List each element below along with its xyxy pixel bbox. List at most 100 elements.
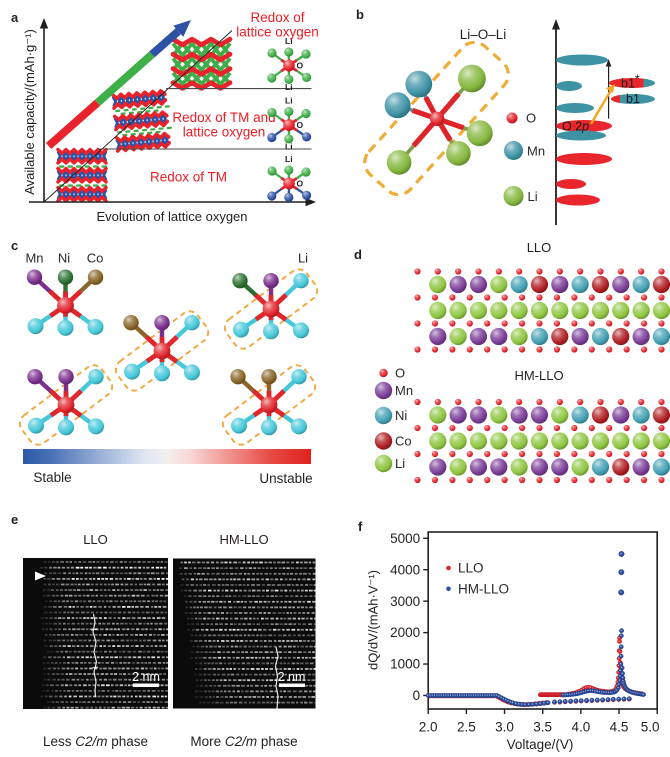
band-ellipse-red [556, 120, 612, 132]
oxygen-sphere [553, 346, 561, 353]
data-point-highlight [564, 700, 566, 702]
legend-label-Li: Li [395, 456, 405, 471]
ligand-sphere-tm [284, 192, 294, 202]
oxygen-sphere [516, 268, 523, 275]
panel-b-label: b [356, 7, 364, 22]
oxygen-center-sphere [153, 342, 171, 360]
legend-label-O: O [395, 366, 405, 381]
data-point-highlight [621, 676, 624, 679]
data-point-highlight [620, 634, 622, 637]
oxygen-sphere [431, 476, 439, 484]
atomic-lattices [414, 268, 670, 484]
ligand-sphere-li [267, 73, 277, 83]
y-tick-label: 0 [413, 688, 421, 703]
molecule-atom-label: O [297, 61, 304, 71]
oxygen-sphere [658, 320, 665, 327]
legend-sphere-Mn [504, 141, 523, 160]
metal-sphere-Ni [632, 275, 650, 294]
oxygen-center-sphere [57, 396, 75, 414]
oxygen-sphere [571, 424, 578, 432]
metal-sphere-Li [551, 406, 569, 424]
oxygen-center-sphere [57, 297, 74, 314]
oxygen-sphere [431, 294, 439, 301]
capacity-arrow [45, 20, 191, 149]
oxygen-sphere [455, 398, 462, 406]
x-tick-label: 2.5 [457, 720, 476, 735]
annotation-redox-tm: Redox of TM [150, 170, 227, 185]
metal-sphere-Li [429, 275, 447, 294]
oxygen-sphere [556, 398, 563, 406]
a-x-axis-label: Evolution of lattice oxygen [96, 209, 247, 224]
dqdv-chart: 2.0 2.5 3.0 3.5 4.0 4.5 5.0 0 1000 2000 3000 4000 50… [390, 531, 659, 735]
tem-images: 2 nm 2 nm [23, 558, 316, 709]
scale-bar [279, 683, 305, 687]
oxygen-sphere [597, 268, 604, 275]
li-o-li-dashed-box [114, 310, 210, 392]
data-point-highlight [622, 697, 625, 700]
oxygen-sphere [588, 294, 595, 301]
li-o-li-dashed-box [18, 364, 114, 446]
b1-star-label: b1* [621, 73, 640, 91]
oxygen-sphere [623, 346, 630, 353]
metal-sphere-Mn [571, 327, 589, 346]
data-point-highlight [618, 640, 620, 642]
excitation-arrowhead-icon [605, 84, 615, 94]
ligand-sphere-li [293, 273, 309, 289]
data-point-highlight [628, 697, 630, 700]
data-point-highlight [619, 662, 622, 665]
ligand-sphere-mn [263, 273, 279, 289]
oxygen-sphere [475, 398, 482, 406]
stability-gradient-bar [23, 449, 311, 464]
metal-sphere-Co [530, 275, 549, 294]
ligand-sphere-co [230, 369, 246, 385]
b1-ellipse-cap [611, 94, 620, 104]
ligand-sphere-mn [154, 315, 170, 331]
ligand-sphere-li [27, 318, 44, 335]
metal-sphere-Ni [510, 275, 528, 294]
oxygen-sphere [536, 476, 543, 484]
metal-sphere-Mn [530, 458, 549, 476]
ligand-sphere-ni [232, 273, 248, 289]
oxygen-sphere [553, 476, 561, 484]
molecule-2: Li O [267, 154, 312, 202]
phase-boundary-line [274, 646, 279, 709]
oxygen-sphere [658, 398, 665, 406]
metal-sphere-Li [530, 432, 549, 450]
molecule-atom-label: O [297, 120, 304, 130]
oxygen-sphere [623, 450, 630, 458]
tem-arrowhead-icon [35, 571, 46, 581]
band-ellipse-teal [556, 130, 606, 141]
oxygen-sphere [484, 450, 491, 458]
y-tick-label: 1000 [390, 657, 420, 672]
metal-sphere-Li [612, 432, 630, 450]
metal-sphere-Mn [449, 406, 467, 424]
data-point-highlight [620, 629, 622, 632]
oxygen-sphere [516, 398, 523, 406]
molecule-atom-label: Li [285, 96, 293, 106]
metal-sphere-Co [652, 275, 670, 294]
data-point-highlight [618, 679, 621, 681]
diagonal-trend-line [43, 30, 233, 203]
data-point-highlight [589, 686, 592, 689]
ligand-sphere-tm [267, 191, 277, 201]
metal-sphere-Mn [490, 327, 508, 346]
legend-sphere-Li [503, 186, 524, 206]
molecule-atom-label: Li [285, 142, 293, 152]
metal-sphere-Co [652, 406, 670, 424]
ligand-sphere-li [291, 369, 307, 385]
band-ellipse-teal [556, 103, 594, 113]
o2p-label: O 2p [562, 120, 589, 134]
lattice-LLO [414, 268, 670, 353]
metal-sphere-Mn [429, 327, 447, 346]
oxygen-sphere [501, 450, 508, 458]
stable-label: Stable [33, 470, 71, 485]
oxygen-sphere [640, 476, 648, 484]
ligand-sphere-li [124, 363, 140, 380]
oxygen-sphere [571, 346, 578, 353]
oxygen-sphere [536, 320, 543, 327]
oxygen-sphere [431, 346, 439, 353]
c-cluster-0 [26, 269, 104, 336]
oxygen-sphere [640, 320, 648, 327]
data-point-highlight [601, 698, 603, 701]
